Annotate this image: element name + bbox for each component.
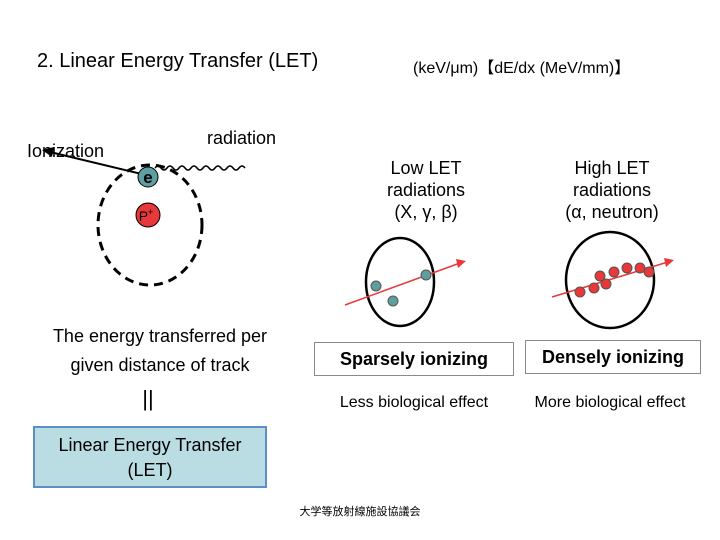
- equals-sign: ||: [142, 386, 154, 411]
- ejected-electron-arrow: [49, 151, 151, 177]
- high-let-ionization-dot: [634, 262, 646, 274]
- page-title: 2. Linear Energy Transfer (LET): [37, 50, 319, 72]
- low-let-heading: Low LET radiations (X, γ, β): [356, 157, 496, 223]
- low-let-circle: [364, 236, 436, 328]
- arrow-head-icon: [42, 147, 54, 157]
- footer-organization: 大学等放射線施設協議会: [299, 506, 421, 518]
- units-label: (keV/μm)【dE/dx (MeV/mm)】: [413, 60, 631, 77]
- ionization-label: Ionization: [27, 141, 105, 161]
- high-let-heading-line: High LET: [574, 158, 650, 178]
- proton-label: P+: [139, 207, 154, 224]
- let-term-box: Linear Energy Transfer (LET): [33, 426, 267, 488]
- low-let-ionization-dot: [370, 280, 382, 292]
- high-let-ionization-dot: [600, 278, 612, 290]
- low-let-ionization-dot: [420, 269, 432, 281]
- high-let-ionization-dot: [574, 286, 586, 298]
- definition-line: The energy transferred per: [52, 326, 268, 346]
- high-let-ionization-dot: [608, 266, 620, 278]
- atom-orbit: [96, 163, 204, 287]
- low-let-ionization-events: [370, 269, 432, 307]
- let-definition-text: The energy transferred per given distanc…: [20, 322, 300, 380]
- let-term-line: (LET): [127, 460, 173, 480]
- radiation-wave: [154, 165, 246, 171]
- high-let-ionization-dot: [594, 270, 606, 282]
- high-let-heading: High LET radiations (α, neutron): [542, 157, 682, 223]
- low-let-ionization-dot: [387, 295, 399, 307]
- high-let-ionization-events: [574, 262, 655, 298]
- high-let-ionization-dot: [621, 262, 633, 274]
- high-let-heading-line: (α, neutron): [565, 202, 659, 222]
- electron: [137, 166, 159, 188]
- low-let-track-arrow-icon: [456, 259, 466, 268]
- let-term-line: Linear Energy Transfer: [58, 435, 242, 455]
- less-biological-effect-label: Less biological effect: [339, 394, 489, 411]
- high-let-circle: [564, 230, 656, 330]
- radiation-label: radiation: [207, 128, 277, 148]
- low-let-heading-line: Low LET: [390, 158, 462, 178]
- proton: [135, 202, 161, 228]
- more-biological-effect-label: More biological effect: [534, 394, 686, 411]
- high-let-track-arrow-icon: [664, 258, 674, 267]
- high-let-ionization-dot: [643, 266, 655, 278]
- densely-ionizing-box: Densely ionizing: [525, 340, 701, 374]
- high-let-heading-line: radiations: [572, 180, 652, 200]
- low-let-heading-line: radiations: [386, 180, 466, 200]
- low-let-track: [344, 262, 461, 306]
- high-let-ionization-dot: [588, 282, 600, 294]
- electron-label: e: [143, 168, 152, 187]
- definition-line: given distance of track: [70, 355, 250, 375]
- low-let-heading-line: (X, γ, β): [394, 202, 458, 222]
- sparsely-ionizing-box: Sparsely ionizing: [314, 342, 514, 376]
